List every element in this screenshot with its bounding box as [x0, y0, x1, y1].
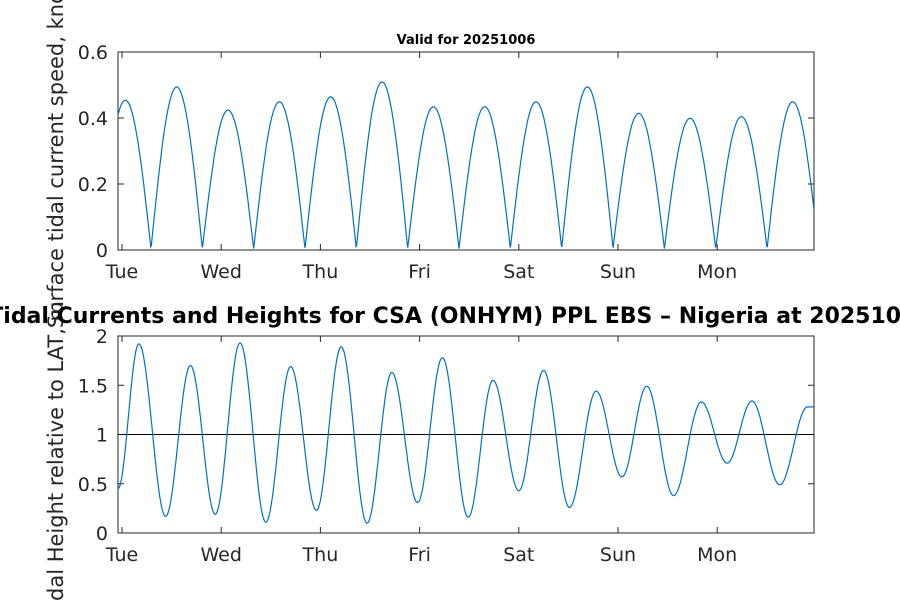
- speed-x-axis: Tue Wed Thu Fri Sat Sun Mon: [105, 52, 737, 283]
- x-tick-label: Sun: [600, 261, 636, 283]
- y-tick-label: 1.5: [78, 375, 108, 397]
- speed-y-axis: 0 0.2 0.4 0.6: [78, 42, 814, 262]
- x-tick-label: Fri: [408, 261, 431, 283]
- x-tick-label: Wed: [200, 544, 241, 566]
- x-tick-label: Thu: [302, 261, 339, 283]
- speed-series-line: [117, 81, 815, 249]
- x-tick-label: Sat: [503, 261, 534, 283]
- figure-title: Tidal Currents and Heights for CSA (ONHY…: [0, 304, 900, 329]
- height-chart: 0 0.5 1 1.5 2 Tue Wed Thu Fri Sat Sun Mon Tidal He…: [44, 301, 815, 600]
- height-x-axis: Tue Wed Thu Fri Sat Sun Mon: [105, 336, 737, 566]
- y-tick-label: 1: [96, 425, 108, 447]
- y-tick-label: 0: [96, 523, 108, 545]
- y-tick-label: 0: [96, 240, 108, 262]
- y-tick-label: 0.5: [78, 474, 108, 496]
- y-tick-label: 0.6: [78, 42, 108, 64]
- speed-chart-title: Valid for 20251006: [397, 33, 536, 48]
- x-tick-label: Sat: [503, 544, 534, 566]
- x-tick-label: Fri: [408, 544, 431, 566]
- height-y-axis: 0 0.5 1 1.5 2: [78, 326, 814, 545]
- speed-chart: Valid for 20251006 0 0.2 0.4 0.6 Tue Wed Thu F…: [44, 0, 815, 328]
- x-tick-label: Wed: [200, 261, 241, 283]
- x-tick-label: Thu: [302, 544, 339, 566]
- x-tick-label: Tue: [105, 544, 138, 566]
- speed-y-axis-label: Surface tidal current speed, knots: [44, 0, 68, 328]
- x-tick-label: Tue: [105, 261, 138, 283]
- y-tick-label: 2: [96, 326, 108, 348]
- speed-plot-area: [117, 51, 815, 251]
- x-tick-label: Mon: [697, 261, 737, 283]
- height-series-line: [117, 342, 814, 524]
- x-tick-label: Mon: [697, 544, 737, 566]
- height-y-axis-label: Tidal Height relative to LAT, m: [44, 301, 68, 600]
- y-tick-label: 0.4: [78, 108, 108, 130]
- y-tick-label: 0.2: [78, 174, 108, 196]
- x-tick-label: Sun: [600, 544, 636, 566]
